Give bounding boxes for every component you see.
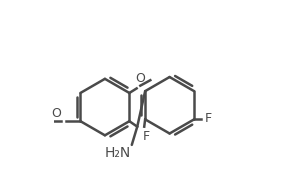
Text: F: F bbox=[142, 130, 150, 143]
Text: H₂N: H₂N bbox=[105, 146, 131, 160]
Text: O: O bbox=[135, 72, 145, 85]
Text: O: O bbox=[51, 107, 61, 120]
Text: F: F bbox=[205, 112, 212, 125]
